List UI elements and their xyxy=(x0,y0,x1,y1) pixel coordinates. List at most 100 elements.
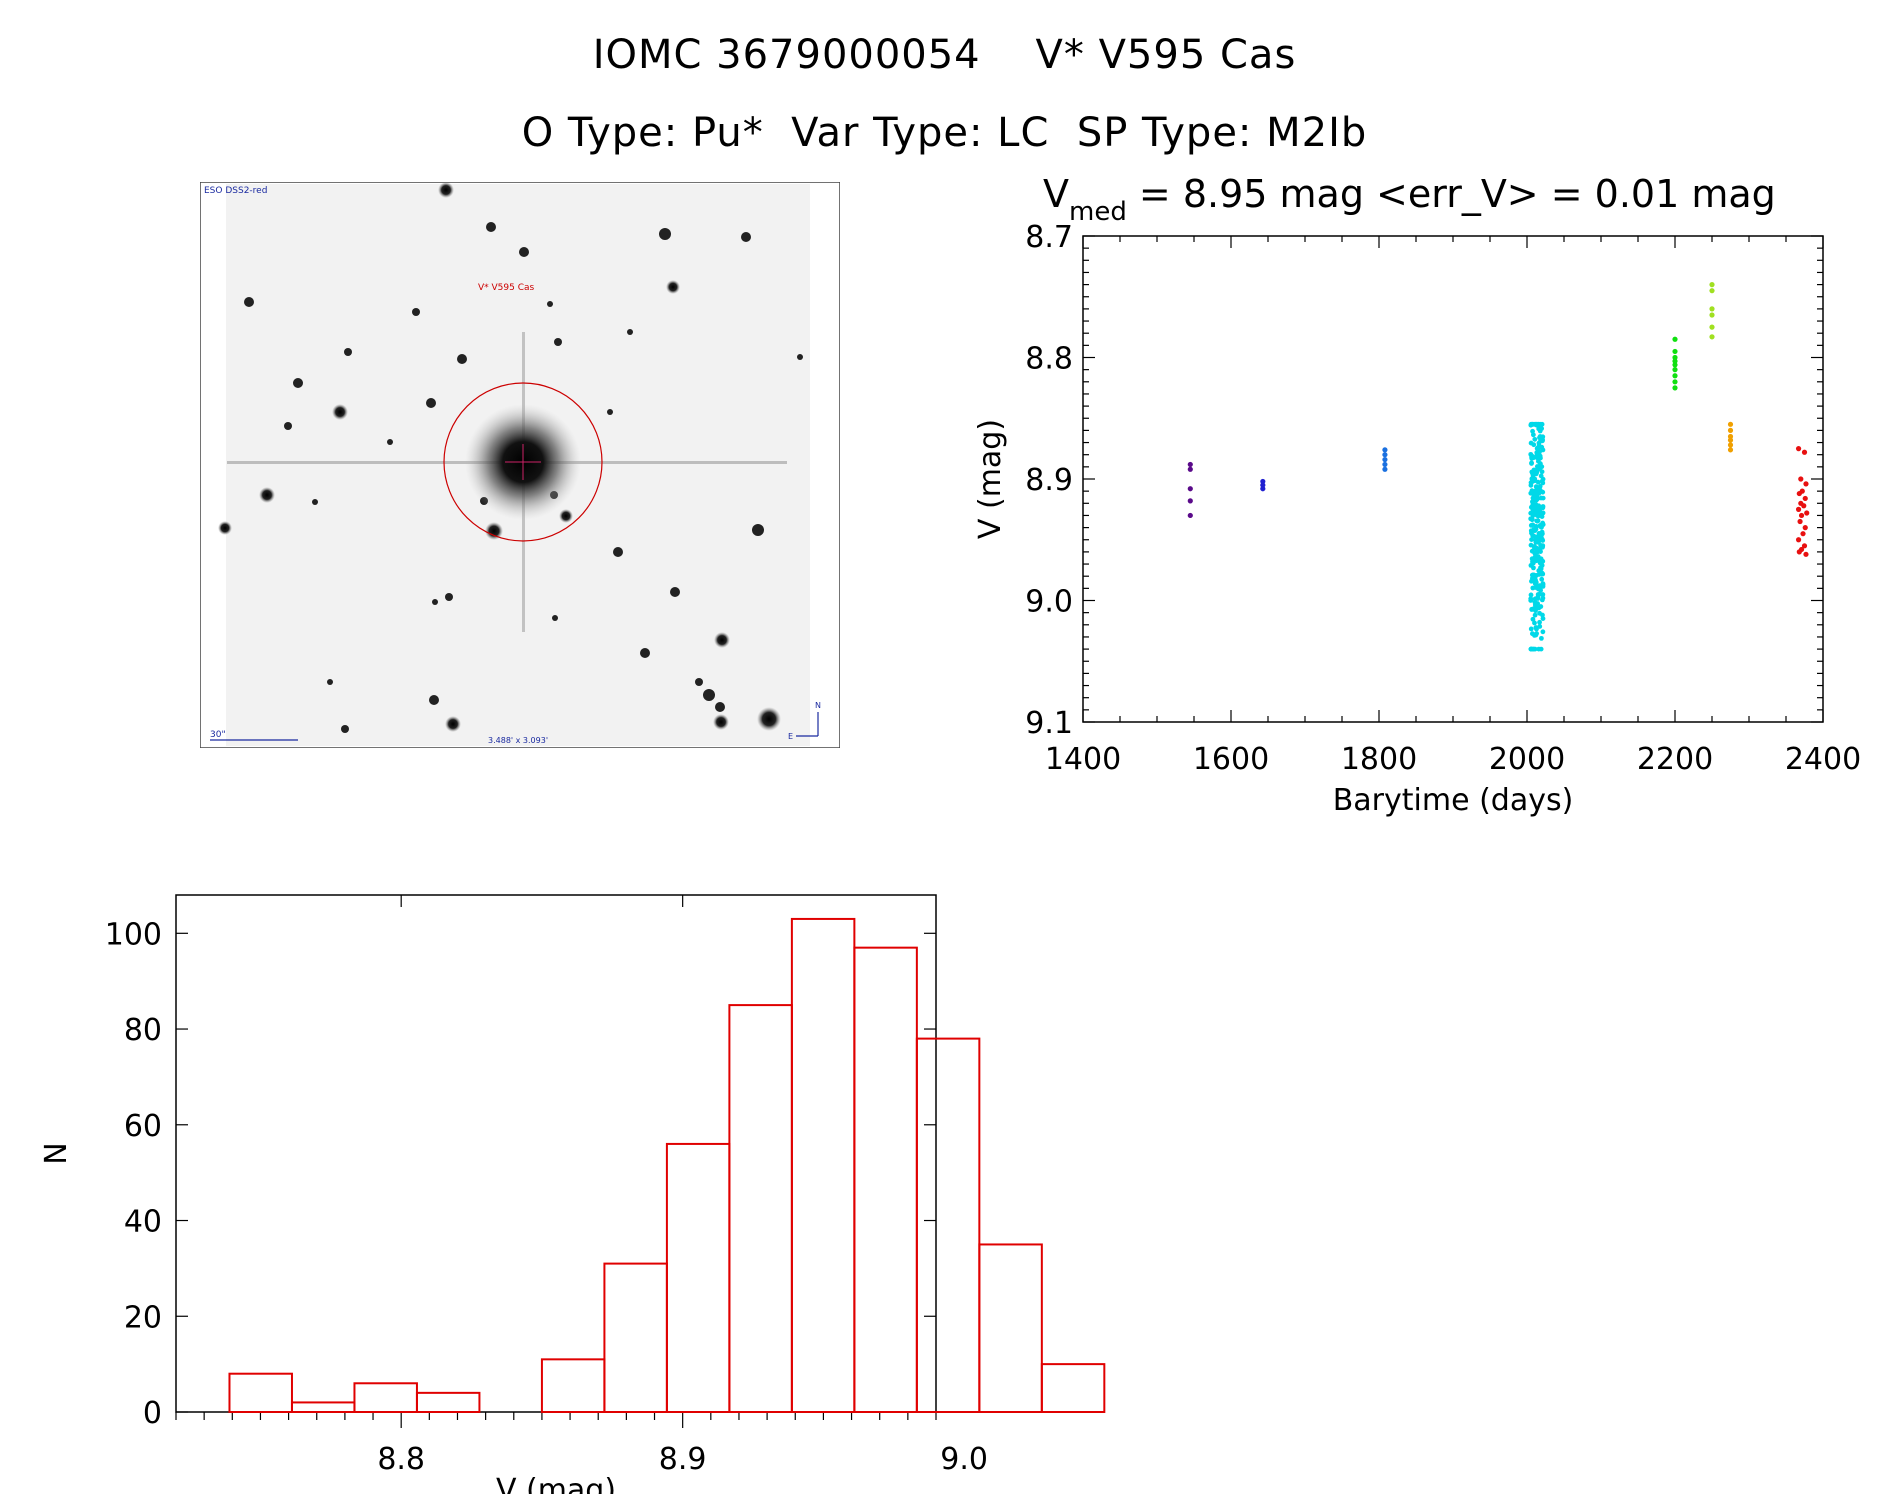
field-star xyxy=(341,725,349,733)
lc-data-point xyxy=(1540,582,1546,587)
lc-data-point xyxy=(1537,508,1543,514)
hist-bar xyxy=(978,1243,1043,1414)
lc-data-point xyxy=(1536,426,1542,432)
lc-data-point xyxy=(1538,635,1544,641)
lc-data-point xyxy=(1536,605,1542,611)
lc-data-point xyxy=(1800,531,1806,537)
hist-y-tick-label: 0 xyxy=(143,1396,162,1431)
lc-data-point xyxy=(1795,537,1802,543)
lc-data-point xyxy=(1534,512,1540,518)
lc-data-point xyxy=(1531,565,1536,571)
lc-data-point xyxy=(1529,578,1534,584)
lc-data-point xyxy=(1529,461,1534,466)
lc-data-point xyxy=(1532,632,1537,638)
hist-y-tick-label: 80 xyxy=(124,1013,162,1048)
lc-data-point xyxy=(1727,421,1734,427)
lc-data-point xyxy=(1535,508,1541,513)
lc-data-point xyxy=(1531,578,1537,583)
lc-data-point xyxy=(1537,461,1543,467)
lc-data-point xyxy=(1540,592,1546,597)
field-star xyxy=(659,228,671,240)
lc-data-point xyxy=(1537,488,1543,493)
lc-data-point xyxy=(1187,512,1193,519)
lc-data-point xyxy=(1531,490,1537,496)
field-star xyxy=(552,615,558,621)
lc-data-point xyxy=(1382,461,1388,468)
lc-data-point xyxy=(1528,504,1534,510)
chart-title-line-1: IOMC 3679000054 V* V595 Cas xyxy=(592,32,1297,78)
lc-data-point xyxy=(1187,461,1193,468)
lc-data-point xyxy=(1530,506,1536,512)
lc-data-point xyxy=(1672,379,1678,385)
lc-data-point xyxy=(1795,506,1802,512)
lc-data-point xyxy=(1534,452,1540,458)
lc-data-point xyxy=(1540,520,1546,526)
lc-data-point xyxy=(1538,543,1544,548)
lc-title-sub: med xyxy=(1069,197,1127,227)
lc-data-point xyxy=(1534,558,1539,564)
lc-data-point xyxy=(1801,543,1808,549)
lc-data-point xyxy=(1534,536,1539,542)
lc-data-point xyxy=(1537,585,1543,591)
lc-data-point xyxy=(1529,537,1534,542)
lc-data-point xyxy=(1534,484,1540,490)
lc-data-point xyxy=(1529,490,1535,496)
lc-data-point xyxy=(1530,501,1536,507)
lc-data-point xyxy=(1672,336,1678,342)
lc-data-point xyxy=(1540,581,1546,587)
lc-data-point xyxy=(1796,490,1802,497)
lc-data-point xyxy=(1798,500,1804,506)
lc-data-point xyxy=(1533,608,1538,614)
lc-data-point xyxy=(1798,546,1805,553)
lc-x-tick-label: 2000 xyxy=(1489,742,1565,777)
lc-data-point xyxy=(1533,421,1539,427)
lc-data-point xyxy=(1536,452,1542,458)
field-star xyxy=(627,329,633,335)
field-star xyxy=(554,338,562,346)
field-star xyxy=(445,593,453,601)
lc-data-point xyxy=(1539,524,1544,530)
lc-data-point xyxy=(1529,548,1535,554)
lc-data-point xyxy=(1528,510,1534,516)
lc-data-point xyxy=(1537,510,1543,516)
lc-data-point xyxy=(1709,334,1715,340)
lc-data-point xyxy=(1798,512,1805,519)
lc-data-point xyxy=(1534,494,1540,500)
lc-data-point xyxy=(1382,466,1388,472)
lc-data-point xyxy=(1540,583,1546,589)
lc-data-point xyxy=(1540,629,1546,635)
lc-data-point xyxy=(1532,502,1538,508)
lc-data-point xyxy=(1532,599,1538,605)
lc-data-point xyxy=(1532,620,1537,626)
field-star xyxy=(387,439,393,445)
lc-data-point xyxy=(1538,566,1544,572)
lc-data-point xyxy=(1530,533,1536,539)
field-star xyxy=(547,301,553,307)
lc-data-point xyxy=(1709,324,1715,330)
lc-data-point xyxy=(1533,545,1539,551)
lc-data-point xyxy=(1537,449,1542,455)
lc-data-point xyxy=(1727,433,1734,440)
lc-data-point xyxy=(1530,432,1536,438)
lc-data-point xyxy=(1727,442,1734,448)
lc-data-point xyxy=(1535,518,1540,524)
north-label: N xyxy=(815,701,821,710)
hist-plot-frame xyxy=(175,894,937,1413)
lc-data-point xyxy=(1538,545,1544,551)
lc-data-point xyxy=(1798,476,1804,482)
field-star xyxy=(218,521,232,535)
lc-data-point xyxy=(1537,466,1543,472)
lc-data-point xyxy=(1536,537,1542,543)
lc-data-point xyxy=(1530,560,1536,566)
lc-data-point xyxy=(1539,426,1545,431)
lc-data-point xyxy=(1530,512,1536,518)
lc-x-axis-label: Barytime (days) xyxy=(1333,783,1574,818)
lc-data-point xyxy=(1535,592,1541,597)
lc-data-point xyxy=(1532,528,1538,533)
lc-data-point xyxy=(1531,606,1537,611)
lc-data-point xyxy=(1539,529,1545,535)
lc-data-point xyxy=(1539,531,1545,537)
lc-data-point xyxy=(1538,587,1544,593)
field-star xyxy=(244,297,254,307)
lc-data-point xyxy=(1532,550,1537,556)
